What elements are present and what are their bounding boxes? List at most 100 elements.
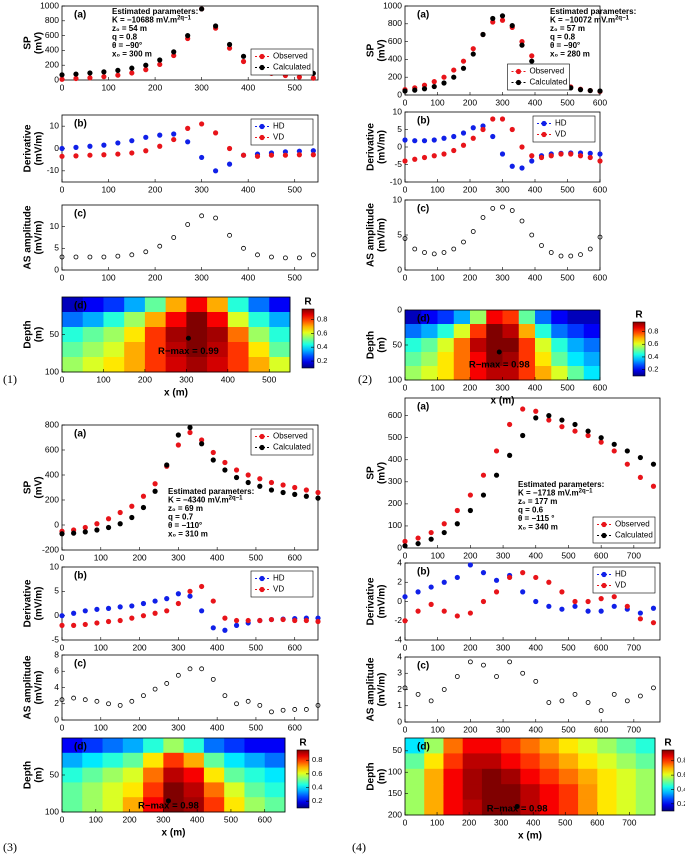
heat-cell	[558, 784, 579, 800]
heat-cell	[421, 352, 438, 367]
point	[441, 521, 447, 527]
point	[520, 589, 526, 595]
point	[117, 617, 123, 624]
point	[637, 474, 643, 481]
legend-marker	[259, 586, 265, 593]
point	[94, 527, 100, 533]
point	[282, 152, 289, 158]
heat-cell	[502, 352, 520, 367]
heat-cell	[183, 738, 205, 754]
heat-cell	[539, 784, 560, 800]
point	[558, 151, 564, 157]
point	[157, 132, 163, 138]
y-tick-label: 200	[388, 71, 402, 81]
plot-frame	[404, 656, 661, 723]
point	[587, 150, 593, 156]
y-tick-label: 100	[388, 520, 402, 530]
legend-label: VD	[273, 133, 284, 142]
annotation: z₀ = 54 m	[112, 24, 147, 33]
y-axis-label: Depth	[366, 331, 377, 359]
y-tick-label: 0	[54, 264, 59, 274]
point	[115, 151, 121, 157]
x-tick-label: 0	[403, 817, 408, 827]
point	[233, 617, 240, 624]
point	[624, 448, 630, 454]
y-axis-label: (mV/m)	[377, 585, 388, 619]
heat-cell	[567, 352, 585, 367]
heat-cell	[535, 338, 552, 353]
annotation: x₀ = 340 m	[518, 523, 558, 532]
heat-cell	[635, 799, 656, 816]
heat-cell	[244, 738, 266, 754]
heat-cell	[103, 297, 125, 313]
x-tick-label: 600	[593, 272, 607, 282]
point	[157, 243, 163, 249]
x-tick-label: 300	[195, 184, 209, 194]
point	[467, 610, 473, 616]
heat-cell	[597, 799, 617, 816]
y-tick-label: 600	[388, 410, 402, 420]
point	[87, 143, 93, 149]
point	[451, 133, 457, 140]
point	[519, 144, 525, 150]
heat-cell	[62, 767, 83, 783]
heat-cell	[437, 324, 455, 339]
point	[587, 154, 593, 161]
point	[94, 698, 100, 704]
point	[59, 145, 65, 152]
point	[585, 428, 591, 434]
heat-cell	[501, 738, 521, 754]
point	[171, 49, 177, 55]
point	[441, 74, 447, 80]
point	[572, 421, 578, 428]
heat-cell	[486, 352, 503, 367]
heat-cell	[453, 310, 471, 325]
point	[598, 608, 604, 614]
heat-cell	[424, 799, 444, 816]
y-tick-label: 100	[388, 374, 402, 384]
y-tick-label: 4	[54, 682, 59, 692]
x-tick-label: 100	[430, 184, 444, 194]
x-tick-label: 300	[494, 817, 508, 827]
point	[222, 693, 228, 699]
point	[546, 700, 552, 705]
x-tick-label: 500	[288, 82, 302, 92]
heat-cell	[501, 768, 521, 785]
x-tick-label: 100	[101, 272, 115, 282]
legend-marker	[259, 123, 265, 130]
legend-marker	[259, 433, 265, 440]
y-tick-label: 0	[54, 610, 59, 620]
point	[480, 126, 486, 133]
point	[106, 701, 111, 707]
x-tick-label: 400	[241, 272, 255, 282]
heat-cell	[539, 799, 560, 816]
point	[171, 235, 177, 240]
x-tick-label: 0	[60, 722, 65, 732]
y-axis-label: (m)	[377, 769, 388, 785]
heat-cell	[558, 768, 579, 785]
y-tick-label: 2	[54, 698, 59, 708]
point	[509, 22, 515, 29]
colorbar-tick-label: 0.6	[312, 769, 322, 778]
point	[572, 691, 578, 697]
point	[533, 598, 539, 605]
point	[637, 693, 643, 699]
point	[140, 600, 147, 607]
heat-cell	[122, 738, 144, 754]
heat-cell	[535, 324, 552, 339]
point	[199, 583, 205, 590]
point	[480, 492, 487, 498]
figure-label: (4)	[352, 840, 366, 854]
heat-cell	[502, 366, 520, 381]
point	[94, 521, 100, 527]
y-tick-label: 1000	[40, 0, 59, 10]
point	[117, 521, 123, 527]
y-tick-label: 100	[45, 806, 59, 816]
heat-cell	[264, 752, 286, 768]
y-axis-label: (mV)	[377, 39, 388, 61]
point	[199, 441, 205, 447]
point	[490, 205, 496, 211]
point	[199, 213, 205, 219]
y-tick-label: 5	[54, 586, 59, 596]
heat-cell	[470, 310, 487, 325]
